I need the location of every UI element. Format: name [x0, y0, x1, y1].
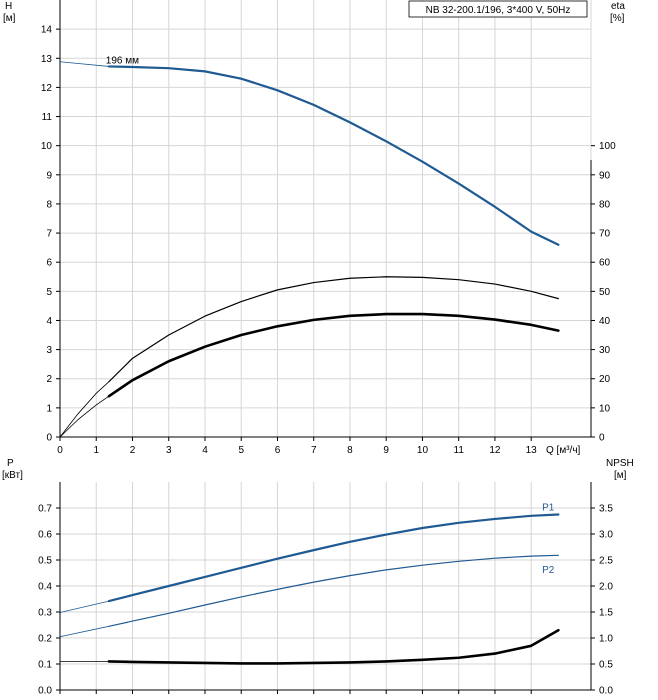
top-right-axis-label-1: eta — [611, 1, 625, 12]
series-bottom-0-extension — [59, 600, 110, 613]
right-tick-label: 20 — [599, 374, 611, 385]
series-top-0-extension — [59, 61, 109, 67]
series-layer — [59, 61, 560, 665]
x-tick-label: 8 — [347, 445, 353, 456]
left-tick-label: 2 — [46, 374, 52, 385]
right-tick-label: 10 — [599, 403, 611, 414]
left-tick-label: 0.7 — [38, 504, 52, 515]
series-top-1-extension — [59, 381, 110, 438]
left-tick-label: 5 — [46, 287, 52, 298]
left-tick-label: 0.6 — [38, 530, 52, 541]
right-tick-label: 70 — [599, 229, 611, 240]
left-tick-label: 1 — [46, 403, 52, 414]
right-tick-label: 40 — [599, 316, 611, 327]
left-tick-label: 10 — [41, 141, 53, 152]
left-tick-label: 11 — [42, 112, 53, 123]
series-top-0-line — [107, 65, 560, 246]
left-tick-label: 4 — [46, 316, 52, 327]
curve-label-p2: P2 — [542, 565, 555, 576]
left-tick-label: 13 — [41, 54, 53, 65]
x-tick-label: 5 — [238, 445, 244, 456]
top-right-axis-label-2: [%] — [610, 13, 625, 24]
x-tick-label: 1 — [93, 445, 99, 456]
x-tick-label: 6 — [275, 445, 281, 456]
series-top-1-line — [108, 276, 559, 383]
bottom-left-axis-label-1: P — [7, 458, 14, 469]
left-tick-label: 0.1 — [38, 660, 52, 671]
right-tick-label: 3.5 — [599, 504, 613, 515]
bottom-right-axis-label-1: NPSH — [606, 458, 634, 469]
left-tick-label: 0.5 — [38, 556, 52, 567]
x-axis-label: Q [м³/ч] — [546, 445, 581, 456]
chart-title: NB 32-200.1/196, 3*400 V, 50Hz — [426, 5, 571, 16]
x-tick-label: 7 — [311, 445, 317, 456]
x-tick-label: 0 — [57, 445, 63, 456]
left-tick-label: 0 — [46, 433, 52, 444]
series-top-2-extension — [59, 395, 110, 438]
right-tick-label: 1.5 — [599, 608, 613, 619]
left-tick-label: 14 — [41, 25, 53, 36]
right-tick-label: 2.5 — [599, 556, 613, 567]
top-left-axis-label-2: [м] — [3, 13, 16, 24]
right-tick-label: 0 — [599, 433, 605, 444]
left-tick-label: 12 — [41, 83, 53, 94]
title-box — [408, 0, 588, 18]
left-tick-label: 0.4 — [38, 582, 52, 593]
bottom-left-axis-label-2: [кВт] — [2, 470, 23, 481]
series-top-2-line — [107, 312, 560, 398]
left-tick-label: 0.2 — [38, 634, 52, 645]
right-tick-label: 0.5 — [599, 660, 613, 671]
left-tick-label: 0.3 — [38, 608, 52, 619]
right-tick-label: 1.0 — [599, 634, 613, 645]
left-tick-label: 9 — [46, 170, 52, 181]
x-tick-label: 2 — [130, 445, 136, 456]
left-tick-label: 7 — [46, 229, 52, 240]
x-tick-label: 3 — [166, 445, 172, 456]
left-tick-label: 8 — [46, 199, 52, 210]
x-tick-label: 10 — [417, 445, 429, 456]
right-tick-label: 0.0 — [599, 686, 613, 697]
left-tick-label: 6 — [46, 258, 52, 269]
series-bottom-2-line — [107, 628, 560, 665]
axes-layer — [56, 0, 595, 694]
top-left-axis-label-1: H — [5, 1, 12, 12]
right-tick-label: 100 — [599, 141, 616, 152]
x-tick-label: 12 — [489, 445, 501, 456]
x-tick-label: 4 — [202, 445, 208, 456]
curve-label-p1: P1 — [542, 503, 555, 514]
left-tick-label: 3 — [46, 345, 52, 356]
ticks-layer: 0123456789101112131401020304050607080901… — [38, 25, 616, 697]
x-tick-label: 11 — [454, 445, 465, 456]
right-tick-label: 60 — [599, 258, 611, 269]
curve-label-diameter: 196 мм — [106, 55, 139, 66]
right-tick-label: 80 — [599, 199, 611, 210]
right-tick-label: 50 — [599, 287, 611, 298]
series-bottom-0-line — [107, 513, 560, 603]
right-tick-label: 30 — [599, 345, 611, 356]
series-bottom-1-line — [108, 554, 559, 627]
left-tick-label: 0.0 — [38, 686, 52, 697]
right-tick-label: 2.0 — [599, 582, 613, 593]
grid-layer — [59, 0, 592, 691]
right-tick-label: 90 — [599, 170, 611, 181]
series-bottom-1-extension — [59, 625, 110, 638]
right-tick-label: 3.0 — [599, 530, 613, 541]
x-tick-label: 9 — [383, 445, 389, 456]
x-tick-label: 13 — [526, 445, 538, 456]
bottom-right-axis-label-2: [м] — [614, 470, 627, 481]
